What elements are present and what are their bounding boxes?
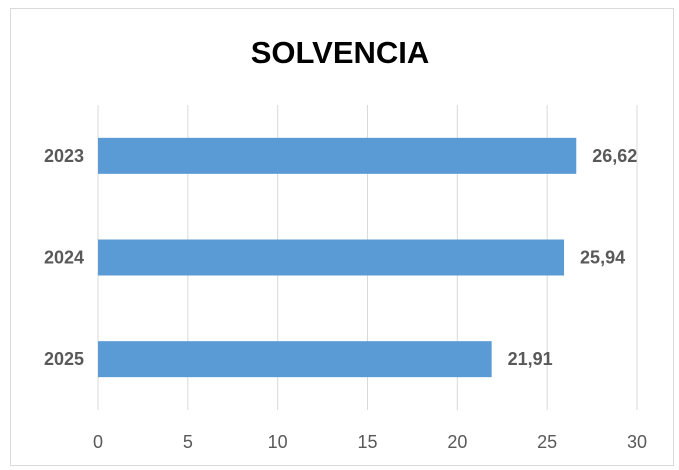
x-tick-label: 20: [447, 432, 467, 452]
data-label: 21,91: [508, 349, 553, 369]
bars: [98, 137, 577, 378]
x-tick-label: 10: [268, 432, 288, 452]
x-tick-label: 5: [183, 432, 193, 452]
bar-2023: [98, 137, 577, 174]
x-tick-label: 30: [627, 432, 647, 452]
x-tick-label: 0: [93, 432, 103, 452]
bar-2025: [98, 341, 492, 378]
category-label: 2025: [44, 349, 84, 369]
x-tick-label: 25: [537, 432, 557, 452]
chart-title: SOLVENCIA: [251, 35, 430, 70]
category-label: 2024: [44, 248, 84, 268]
bar-2024: [98, 239, 565, 276]
chart-frame: [10, 8, 674, 466]
category-label: 2023: [44, 146, 84, 166]
x-tick-label: 15: [357, 432, 377, 452]
data-label: 25,94: [580, 248, 625, 268]
data-label: 26,62: [592, 146, 637, 166]
